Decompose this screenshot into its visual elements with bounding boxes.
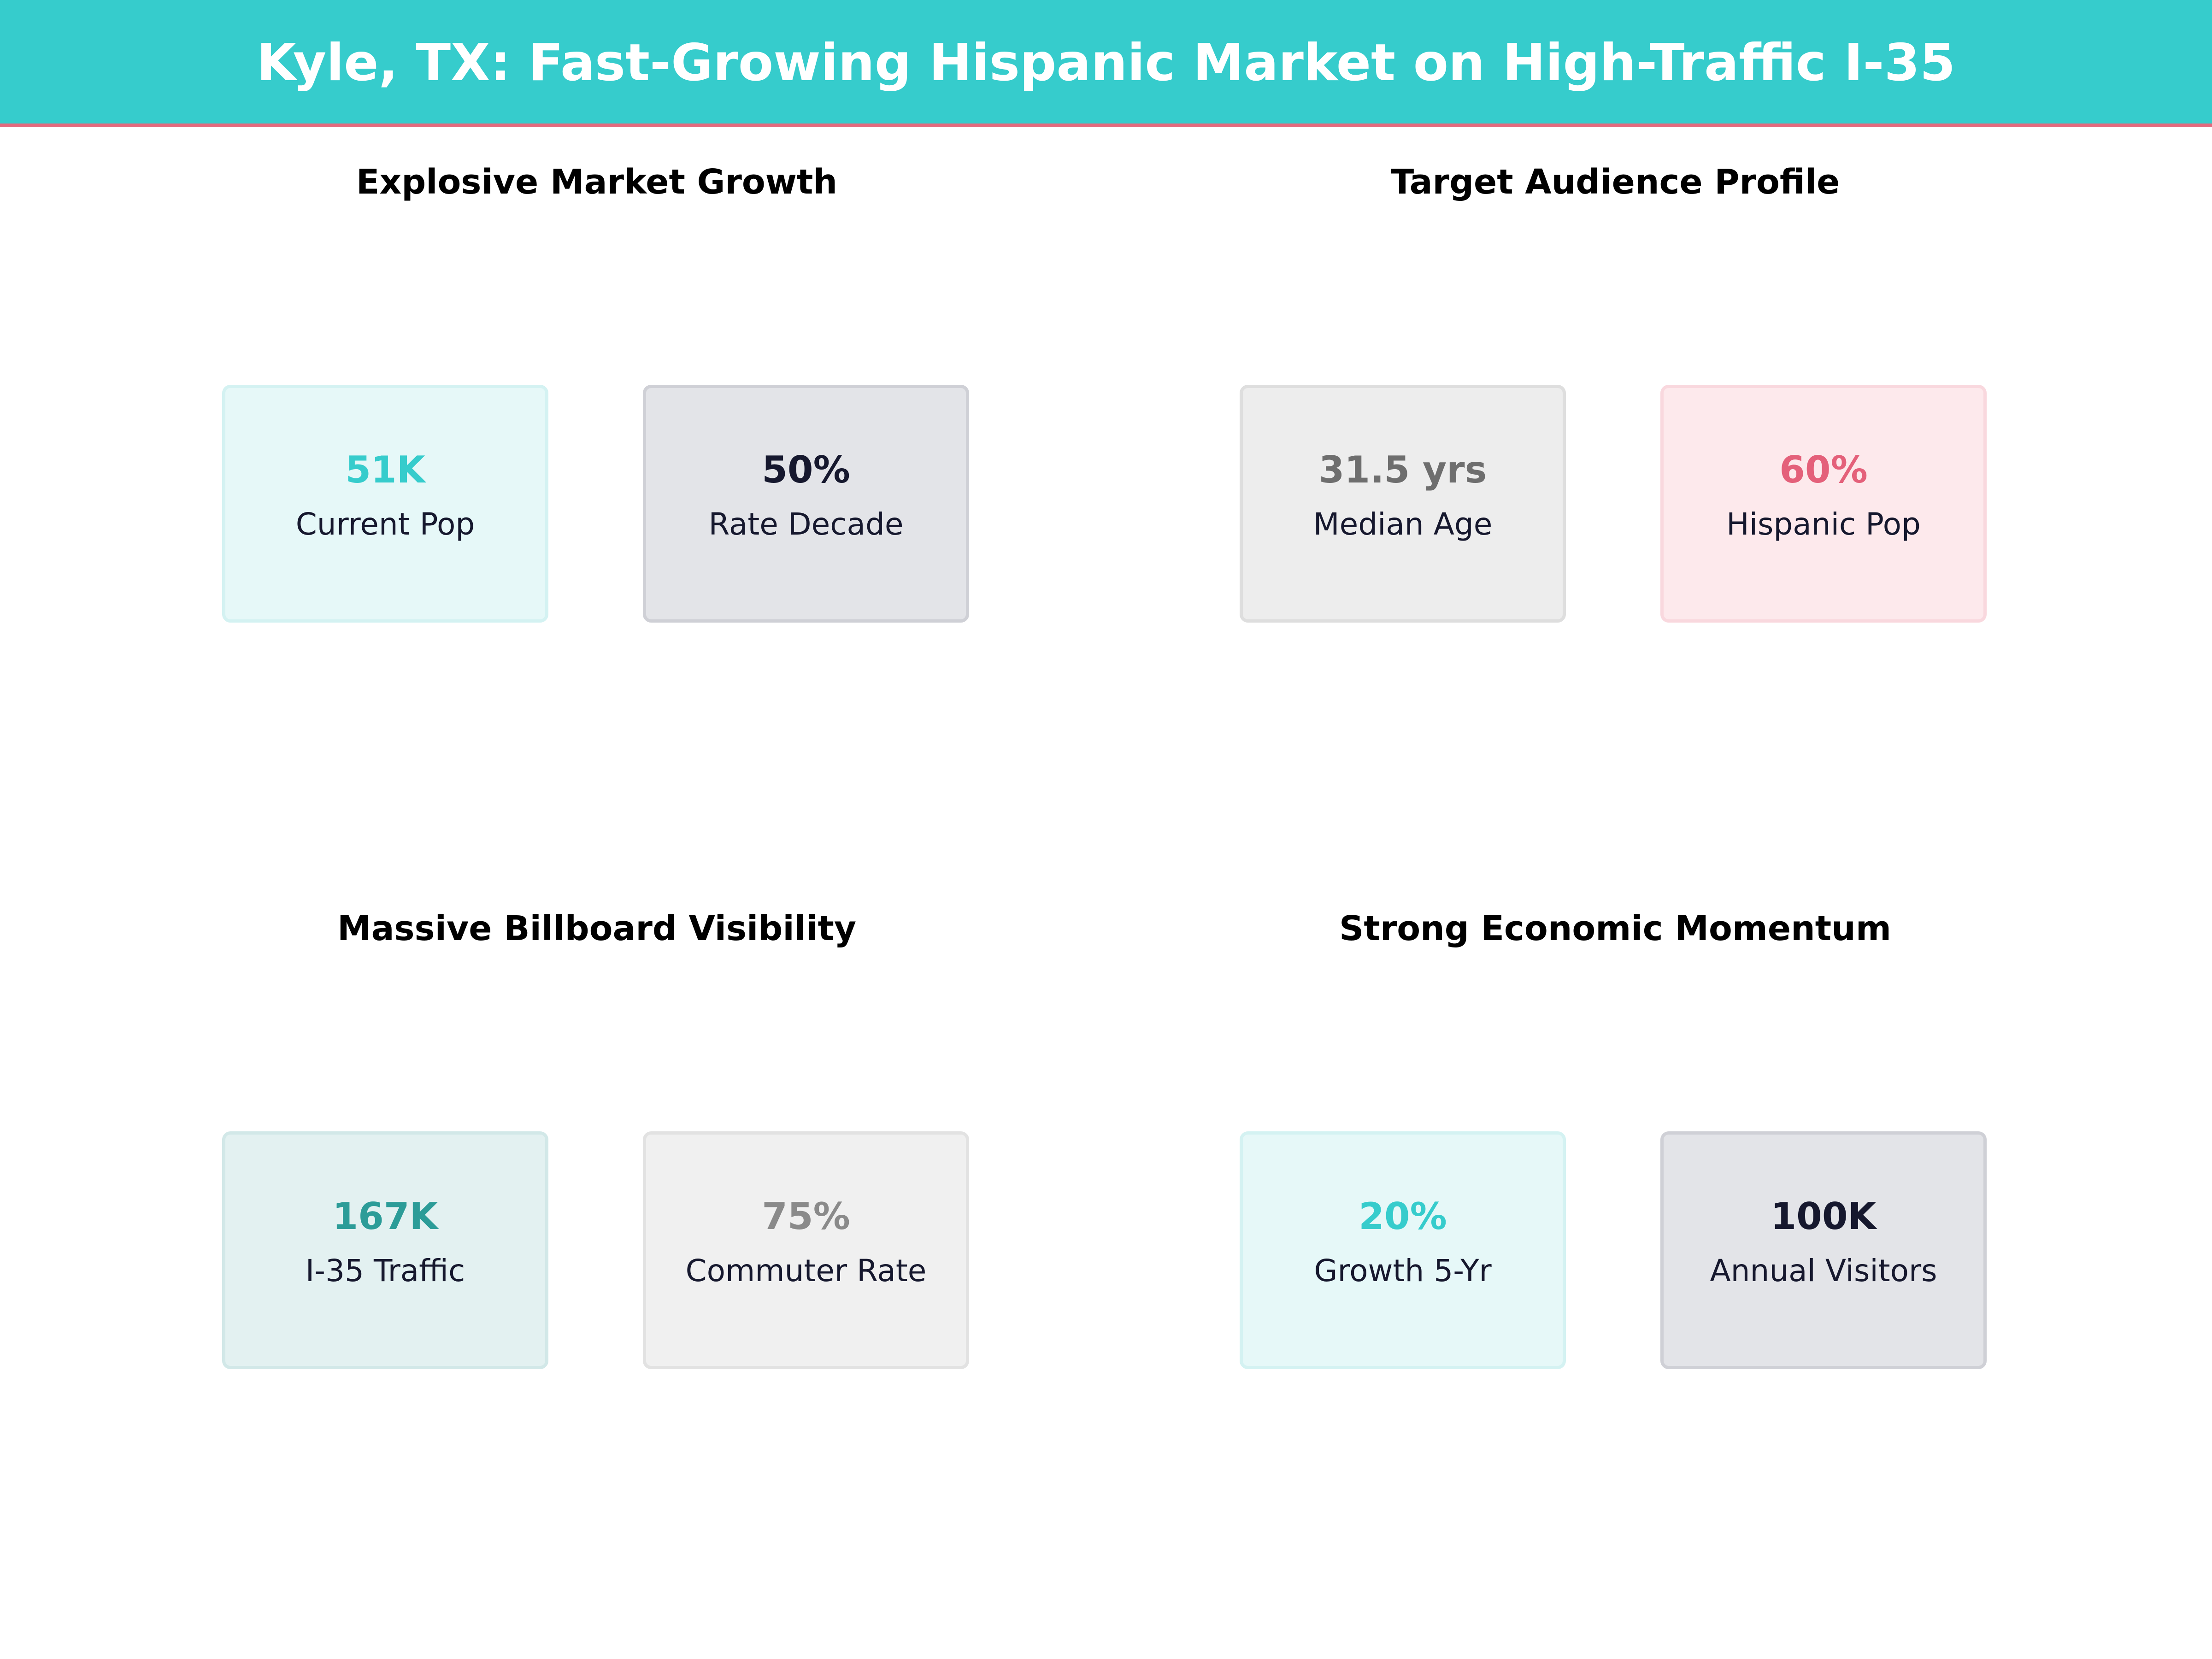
- page-title: Kyle, TX: Fast-Growing Hispanic Market o…: [256, 33, 1956, 93]
- stat-value: 60%: [1779, 448, 1868, 491]
- panel-title-market-growth: Explosive Market Growth: [356, 162, 838, 202]
- stat-value: 50%: [762, 448, 850, 491]
- stat-label: Commuter Rate: [685, 1253, 927, 1288]
- stat-value: 20%: [1359, 1195, 1447, 1238]
- stat-card-annual-visitors: 100K Annual Visitors: [1660, 1131, 1987, 1369]
- stat-card-i35-traffic: 167K I-35 Traffic: [222, 1131, 548, 1369]
- header-banner: Kyle, TX: Fast-Growing Hispanic Market o…: [0, 0, 2212, 127]
- stat-card-hispanic-pop: 60% Hispanic Pop: [1660, 385, 1987, 623]
- stat-label: Median Age: [1313, 506, 1493, 542]
- stat-label: Growth 5-Yr: [1314, 1253, 1492, 1288]
- stat-card-commuter-rate: 75% Commuter Rate: [643, 1131, 969, 1369]
- panel-title-economic-momentum: Strong Economic Momentum: [1339, 909, 1891, 948]
- stat-value: 75%: [762, 1195, 850, 1238]
- stat-card-rate-decade: 50% Rate Decade: [643, 385, 969, 623]
- panel-title-billboard-visibility: Massive Billboard Visibility: [337, 909, 857, 948]
- stat-value: 167K: [332, 1195, 438, 1238]
- stat-label: Hispanic Pop: [1726, 506, 1921, 542]
- stat-label: I-35 Traffic: [305, 1253, 465, 1288]
- stat-card-median-age: 31.5 yrs Median Age: [1240, 385, 1566, 623]
- stat-label: Current Pop: [295, 506, 475, 542]
- stat-value: 100K: [1771, 1195, 1877, 1238]
- stat-value: 51K: [345, 448, 425, 491]
- stat-label: Rate Decade: [708, 506, 904, 542]
- stat-card-current-pop: 51K Current Pop: [222, 385, 548, 623]
- stat-card-growth-5yr: 20% Growth 5-Yr: [1240, 1131, 1566, 1369]
- stat-label: Annual Visitors: [1710, 1253, 1937, 1288]
- panel-title-audience-profile: Target Audience Profile: [1390, 162, 1840, 202]
- stat-value: 31.5 yrs: [1318, 448, 1487, 491]
